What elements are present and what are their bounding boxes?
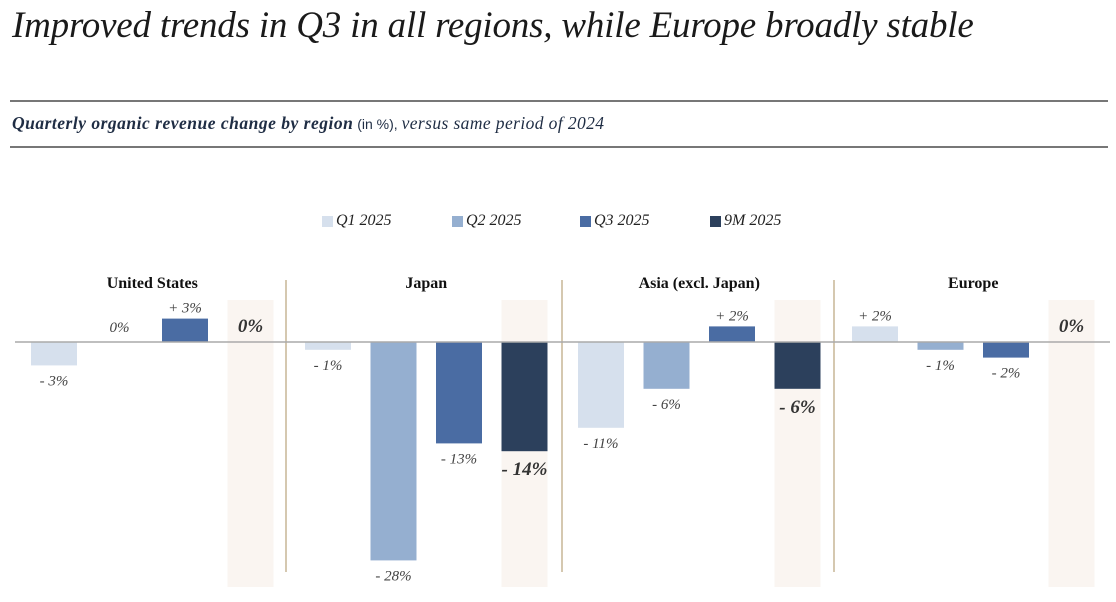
data-label-q3: - 2%	[992, 366, 1021, 382]
legend-swatch-q3	[580, 215, 591, 227]
region-label: United States	[107, 275, 198, 292]
bar-q3	[436, 342, 482, 444]
bar-q3	[983, 342, 1029, 358]
bar-q2	[370, 342, 417, 561]
page-title: Improved trends in Q3 in all regions, wh…	[12, 5, 974, 46]
bar-q2	[643, 342, 690, 389]
subtitle-comparison: versus same period of 2024	[401, 113, 605, 133]
data-label-q2: - 28%	[375, 568, 411, 584]
data-label-9m: - 6%	[779, 397, 815, 418]
bar-q1	[852, 326, 898, 342]
data-label-9m: - 14%	[502, 459, 548, 480]
legend-label-q2: Q2 2025	[466, 212, 522, 229]
data-label-9m: 0%	[1059, 316, 1084, 337]
legend-label-q3: Q3 2025	[594, 212, 650, 229]
highlight-column-9m	[1048, 300, 1095, 587]
bottom-rule	[10, 146, 1108, 148]
region-label: Asia (excl. Japan)	[639, 275, 760, 292]
legend-swatch-9m	[710, 215, 721, 227]
bar-9m	[501, 342, 548, 452]
legend-label-9m: 9M 2025	[724, 212, 782, 229]
chart-legend: Q1 2025 Q2 2025 Q3 2025 9M 2025	[322, 212, 781, 230]
data-label-q2: 0%	[110, 320, 130, 336]
region-label: Europe	[948, 275, 998, 292]
chart-subtitle: Quarterly organic revenue change by regi…	[12, 113, 604, 134]
legend-item-q2: Q2 2025	[452, 212, 580, 230]
bar-q2	[917, 342, 964, 350]
subtitle-unit: (in %),	[353, 116, 402, 132]
legend-item-q1: Q1 2025	[322, 212, 452, 230]
data-label-q2: - 1%	[926, 358, 955, 374]
bar-q1	[305, 342, 351, 350]
data-label-q1: + 2%	[858, 308, 892, 324]
data-label-q3: - 13%	[441, 451, 477, 467]
legend-item-q3: Q3 2025	[580, 212, 710, 230]
region-label: Japan	[405, 275, 447, 292]
data-label-9m: 0%	[238, 316, 263, 337]
bar-9m	[774, 342, 821, 389]
data-label-q2: - 6%	[652, 397, 681, 413]
legend-swatch-q2	[452, 215, 463, 227]
subtitle-main: Quarterly organic revenue change by regi…	[12, 113, 354, 133]
bar-q3	[709, 326, 755, 342]
bar-q3	[162, 318, 208, 342]
data-label-q1: - 1%	[314, 358, 343, 374]
data-label-q1: - 11%	[583, 436, 618, 452]
top-rule	[10, 100, 1108, 102]
highlight-column-9m	[227, 300, 274, 587]
data-label-q3: + 2%	[715, 308, 749, 324]
legend-label-q1: Q1 2025	[336, 212, 392, 229]
data-label-q1: - 3%	[40, 373, 69, 389]
bar-q1	[578, 342, 624, 428]
legend-swatch-q1	[322, 215, 333, 227]
legend-item-9m: 9M 2025	[710, 212, 781, 230]
data-label-q3: + 3%	[168, 301, 202, 317]
bar-q1	[31, 342, 77, 366]
